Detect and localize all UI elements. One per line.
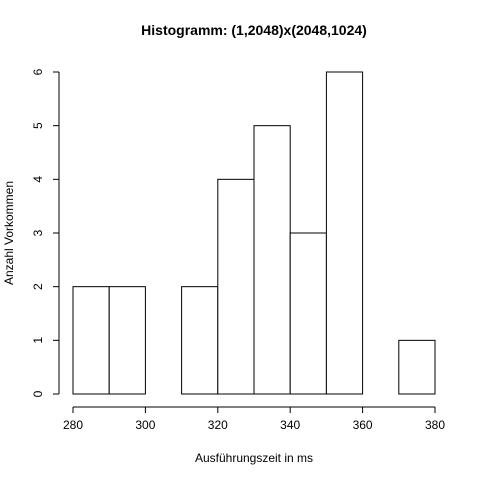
- x-axis: 280 300 320 340 360 380: [63, 406, 445, 432]
- y-tick-label: 1: [31, 337, 45, 344]
- x-tick-label: 300: [135, 418, 155, 432]
- x-tick-label: 280: [63, 418, 83, 432]
- x-tick-label: 320: [208, 418, 228, 432]
- x-axis-label: Ausführungszeit in ms: [195, 451, 313, 465]
- x-tick-label: 340: [280, 418, 300, 432]
- x-tick-label: 380: [425, 418, 445, 432]
- histogram-bar-290-300: [108, 286, 146, 395]
- bars-group: [72, 71, 436, 395]
- histogram-bar-320-330: [217, 178, 255, 395]
- x-tick-label: 360: [353, 418, 373, 432]
- y-tick-label: 2: [31, 283, 45, 290]
- histogram-bar-310-320: [181, 286, 219, 395]
- histogram-bar-280-290: [72, 286, 110, 395]
- y-axis-label: Anzahl Vorkommen: [2, 181, 16, 285]
- y-axis: 0 1 2 3 4 5 6: [31, 68, 60, 397]
- histogram-bar-350-360: [325, 71, 364, 395]
- y-tick-label: 3: [31, 229, 45, 236]
- histogram-bar-370-380: [398, 339, 436, 395]
- y-tick-label: 0: [31, 390, 45, 397]
- y-tick-label: 5: [31, 122, 45, 129]
- y-tick-label: 4: [31, 176, 45, 183]
- histogram-bar-330-340: [253, 125, 291, 395]
- histogram-bar-340-350: [289, 232, 327, 395]
- y-tick-label: 6: [31, 68, 45, 75]
- chart-title: Histogramm: (1,2048)x(2048,1024): [141, 22, 367, 38]
